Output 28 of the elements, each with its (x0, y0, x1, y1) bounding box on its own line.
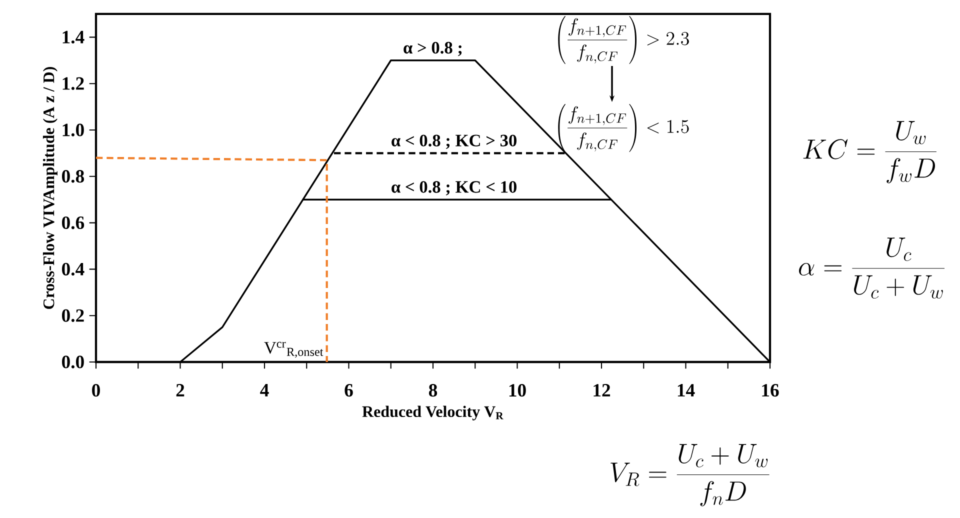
y-tick-label: 1.0 (62, 124, 84, 136)
y-tick-label: 0.2 (62, 309, 84, 322)
annotation: V$^{cr}$R,onset (264, 342, 324, 358)
annotation: α < 0.8 ; KC < 10 (392, 181, 516, 196)
text: $\alpha = \frac{U_c}{U_c + U_w}$ (799, 238, 945, 299)
y-tick-label: 0.8 (62, 170, 84, 183)
x-tick-label: 8 (428, 384, 438, 397)
y-tick-label: 1.2 (62, 77, 84, 90)
x-tick-label: 10 (509, 384, 526, 397)
x-tick-label: 4 (260, 384, 269, 396)
annotation: $\left(\frac{f_{n+1,CF}}{f_{n,CF}}\right) > 2.3$ (558, 16, 689, 64)
annotation: $\left(\frac{f_{n+1,CF}}{f_{n,CF}}\right) < 1.5$ (558, 104, 689, 152)
x-axis-title: Reduced Velocity V$_{R}$ (362, 406, 504, 420)
x-tick-label: 12 (594, 384, 610, 396)
y-tick-label: 0.4 (62, 262, 84, 276)
text: $KC = \frac{U_w}{f_w D}$ (803, 121, 936, 184)
text: $V_R = \frac{U_c + U_w}{f_n D}$ (610, 444, 770, 506)
x-tick-label: 0 (92, 384, 100, 397)
annotation: α < 0.8 ; KC > 30 (392, 134, 516, 149)
y-axis-title: Cross-Flow VIVAmplitude (A z / D) (42, 67, 58, 309)
y-tick-label: 0.6 (62, 216, 84, 230)
annotation: α > 0.8 ; (404, 42, 462, 56)
x-tick-label: 14 (678, 384, 695, 396)
x-tick-label: 6 (344, 384, 353, 397)
y-tick-label: 0.0 (62, 356, 84, 368)
x-tick-label: 16 (762, 384, 779, 397)
y-tick-label: 1.4 (62, 30, 84, 44)
x-tick-label: 2 (176, 384, 184, 396)
